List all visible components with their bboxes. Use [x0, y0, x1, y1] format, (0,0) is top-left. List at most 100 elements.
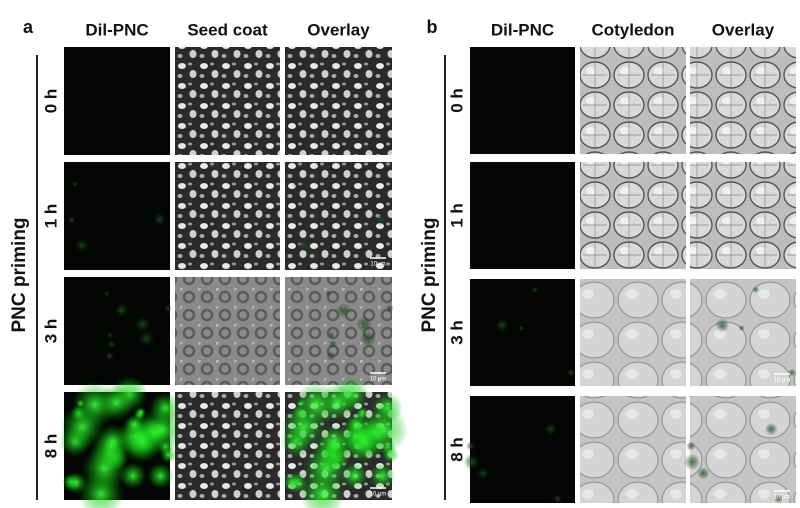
- fluorescence: [137, 405, 187, 455]
- micrograph: [580, 47, 686, 154]
- fluorescence: [319, 383, 357, 422]
- row-label: 8 h: [41, 434, 60, 459]
- fluorescence: [74, 238, 89, 253]
- fluorescence: [683, 453, 701, 471]
- micrograph: [580, 279, 686, 386]
- fluorescence: [107, 339, 116, 349]
- micrograph: 10 μm: [285, 277, 394, 385]
- fluorescence: [752, 286, 760, 294]
- fluorescence: [787, 368, 796, 377]
- image: [64, 47, 170, 155]
- image: [690, 279, 796, 386]
- fluorescence: [466, 441, 476, 451]
- image: [64, 277, 170, 385]
- image: [175, 162, 280, 270]
- fluorescence: [286, 471, 309, 495]
- fluorescence: [359, 330, 377, 347]
- fluorescence: [335, 302, 351, 318]
- micrograph: 10μm: [285, 162, 392, 270]
- fluorescence: [518, 325, 525, 332]
- fluorescence: [369, 462, 396, 490]
- y-axis-label: PNC priming: [419, 217, 440, 332]
- fluorescence: [114, 302, 129, 318]
- micrograph: [470, 279, 575, 386]
- fluorescence: [134, 316, 151, 333]
- fluorescence: [531, 286, 539, 294]
- fluorescence: [71, 180, 79, 188]
- scale-bar-label: 10 μm: [370, 492, 387, 498]
- micrograph: [690, 162, 796, 269]
- scale-bar-label: 10 μm: [370, 377, 387, 383]
- fluorescence: [106, 331, 114, 339]
- fluorescence: [544, 422, 557, 436]
- image: [690, 396, 796, 503]
- image: [580, 47, 686, 154]
- image: [175, 392, 280, 500]
- fluorescence: [104, 351, 115, 361]
- fluorescence: [476, 467, 490, 480]
- image: [580, 396, 686, 503]
- micrograph: [580, 396, 686, 503]
- fluorescence: [325, 290, 332, 297]
- fluorescence: [697, 467, 710, 480]
- fluorescence: [385, 304, 394, 313]
- image: [470, 279, 575, 386]
- image: [470, 396, 575, 503]
- image: [175, 277, 280, 385]
- fluorescence: [495, 318, 510, 333]
- fluorescence: [76, 399, 85, 408]
- image: [285, 47, 392, 155]
- fluorescence: [64, 471, 88, 495]
- panel-label: a: [23, 17, 34, 37]
- fluorescence: [138, 330, 155, 347]
- micrograph: [175, 162, 280, 270]
- image: [470, 162, 575, 269]
- scale-bar-label: 10 μm: [774, 378, 791, 384]
- fluorescence: [103, 290, 111, 297]
- image: [580, 162, 686, 269]
- y-axis-label: PNC priming: [9, 217, 30, 332]
- micrograph: [175, 277, 280, 385]
- micrograph: 10 μm: [690, 279, 796, 386]
- fluorescence: [163, 304, 172, 313]
- row-label: 1 h: [447, 203, 466, 228]
- fluorescence: [95, 424, 131, 460]
- fluorescence: [328, 331, 335, 339]
- fluorescence: [328, 339, 338, 349]
- fluorescence: [67, 215, 77, 225]
- fluorescence: [773, 494, 784, 504]
- row-label: 0 h: [447, 88, 466, 113]
- micrograph: 10 μm: [683, 396, 796, 504]
- micrograph: [175, 47, 280, 155]
- micrograph: [285, 47, 392, 155]
- fluorescence: [123, 414, 145, 435]
- column-header: Seed coat: [187, 20, 268, 39]
- image: [690, 162, 796, 269]
- fluorescence: [463, 453, 481, 471]
- fluorescence: [296, 238, 310, 253]
- micrograph: [59, 375, 187, 508]
- row-label: 8 h: [447, 437, 466, 462]
- fluorescence: [152, 212, 166, 226]
- fluorescence: [317, 424, 353, 460]
- column-header: Overlay: [712, 20, 775, 39]
- fluorescence: [288, 215, 298, 225]
- row-label: 3 h: [447, 320, 466, 345]
- fluorescence: [345, 414, 367, 435]
- fluorescence: [297, 399, 306, 408]
- micrograph: [64, 162, 170, 270]
- row-label: 3 h: [41, 319, 60, 344]
- fluorescence: [374, 212, 388, 226]
- fluorescence: [764, 422, 778, 436]
- micrograph: [463, 396, 575, 504]
- column-header: Overlay: [307, 20, 370, 39]
- fluorescence: [147, 462, 174, 490]
- image: [175, 47, 280, 155]
- micrograph: [470, 162, 575, 269]
- scale-bar-label: 10 μm: [774, 495, 791, 501]
- fluorescence: [292, 180, 300, 188]
- micrograph: [580, 162, 686, 269]
- fluorescence: [715, 318, 730, 333]
- image: [580, 279, 686, 386]
